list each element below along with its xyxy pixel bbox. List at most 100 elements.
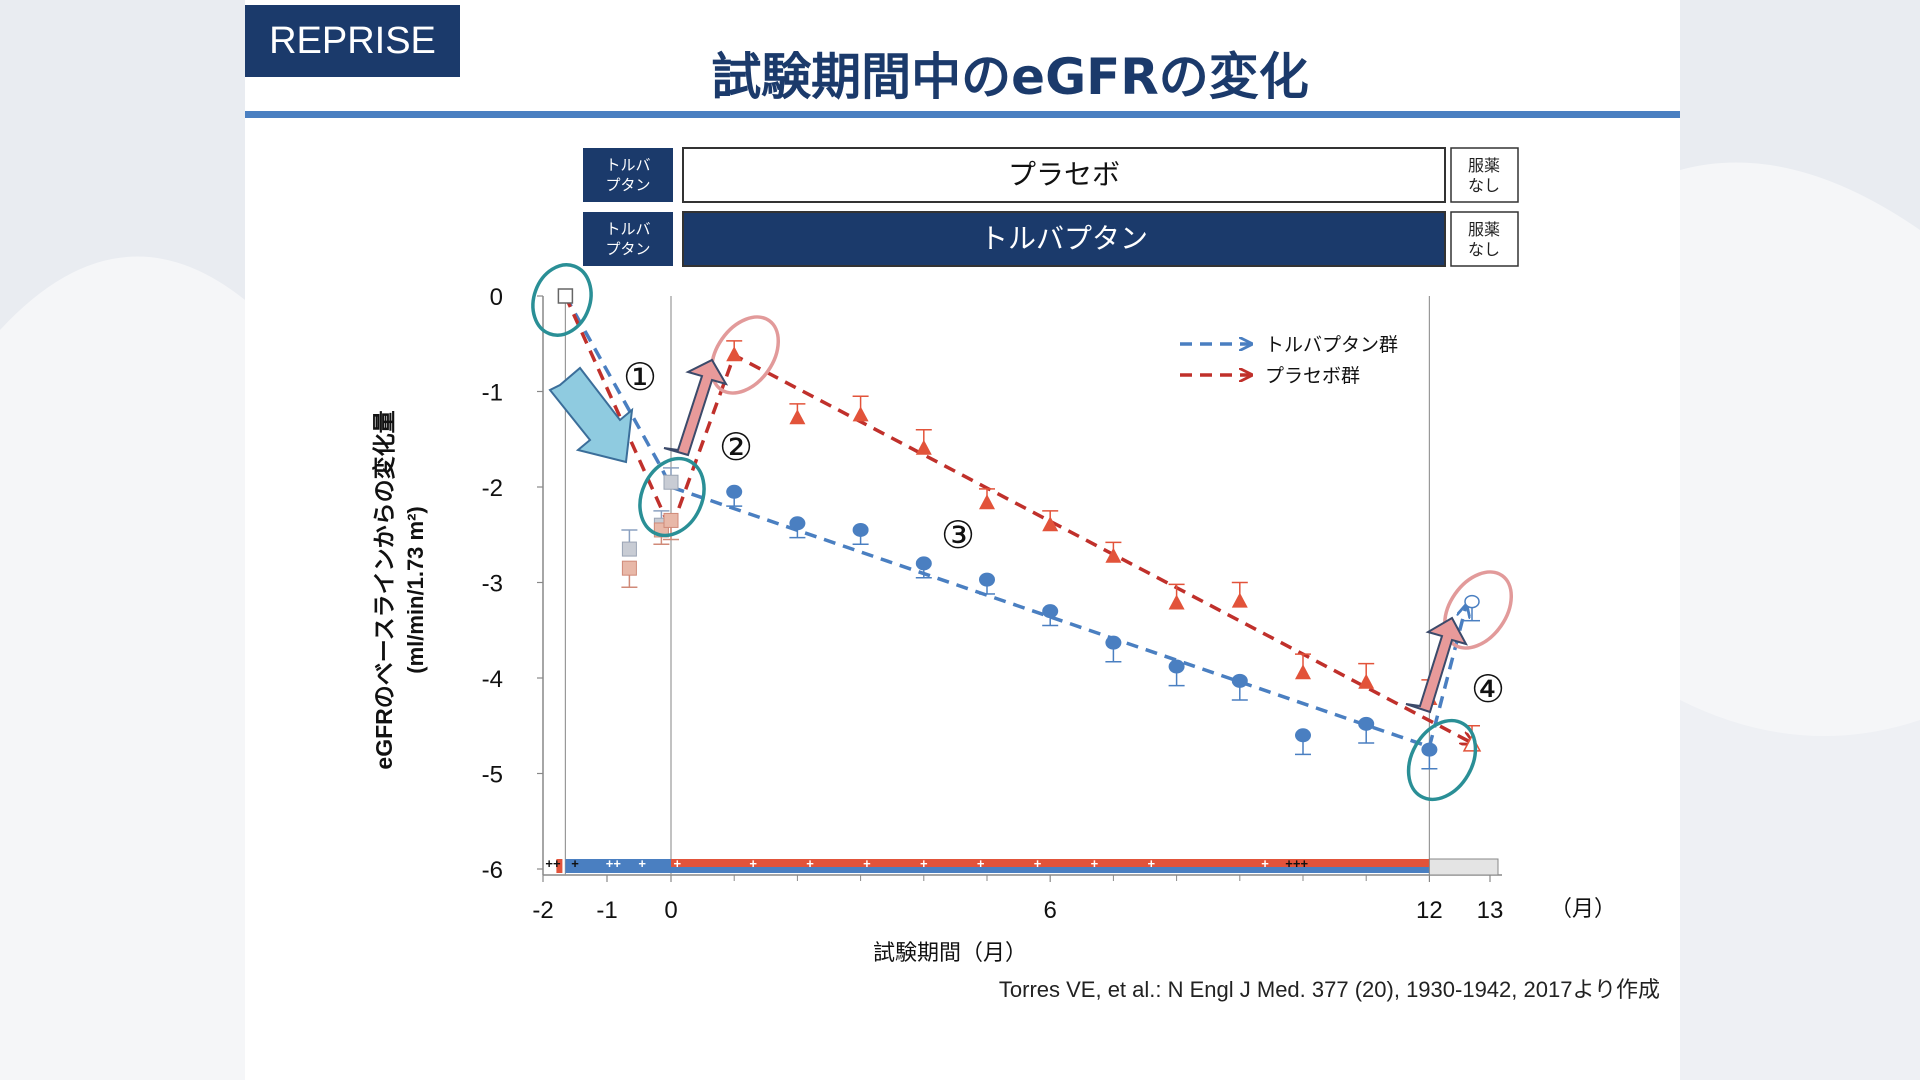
placebo-point (789, 409, 806, 425)
highlight-circle-baseline (531, 263, 593, 337)
highlight-circle-followup (1442, 570, 1514, 650)
band-mark: + (1148, 856, 1156, 871)
band-mark: + (638, 856, 646, 871)
phase-offdrug-box (1450, 147, 1519, 203)
tolvaptan-point (1464, 594, 1480, 609)
tolvaptan-point (979, 572, 995, 587)
band-mark: + (863, 856, 871, 871)
highlight-circle-month12 (1406, 718, 1478, 802)
band-mark: + (674, 856, 682, 871)
band-mark: ++ (545, 856, 561, 871)
trend-lines (563, 295, 1472, 750)
x-tick-label: 12 (1416, 897, 1443, 924)
x-unit-label: （月） (1550, 896, 1616, 921)
series-placebo (621, 340, 1482, 752)
y-tick-label: -4 (482, 666, 503, 693)
placebo-point (1042, 516, 1059, 532)
band-mark: ++ (606, 856, 622, 871)
band-mark: + (749, 856, 757, 871)
tolvaptan-point (1295, 728, 1311, 743)
tolvaptan-point (1105, 635, 1122, 650)
step-number-1: ① (623, 355, 657, 399)
tolvaptan-point (789, 516, 806, 531)
treatment-band: ++ + ++ + + + + + + + + + + ++++ (545, 856, 1499, 876)
y-tick-label: -6 (482, 857, 503, 884)
step-number-4: ④ (1471, 667, 1505, 711)
phase-offdrug-label: なし (1468, 177, 1500, 195)
x-tick-label: -2 (532, 897, 553, 924)
band-red-start (556, 859, 563, 873)
placebo-point (726, 346, 743, 362)
legend-label-placebo: プラセボ群 (1265, 365, 1360, 387)
band-mark: + (977, 856, 985, 871)
y-axis-label: eGFRのベースラインからの変化量 (371, 410, 397, 769)
arrow-recovery-block (1405, 616, 1469, 714)
phase-runin-box (583, 148, 673, 202)
placebo-point (915, 439, 932, 455)
y-axis-unit-label: (ml/min/1.73 m²) (403, 506, 428, 673)
placebo-runin-point (621, 560, 637, 576)
x-tick-label: 0 (664, 897, 677, 924)
placebo-point (1168, 594, 1185, 610)
tolvaptan-point (1358, 716, 1375, 731)
y-tick-label: 0 (490, 284, 503, 311)
arrow-decline-block (548, 366, 634, 464)
trend-line-placebo (563, 295, 1472, 743)
band-mark: + (1034, 856, 1042, 871)
y-tick-label: -3 (482, 571, 503, 598)
band-mark: +++ (1285, 856, 1308, 871)
trend-line-tolvaptan (563, 295, 1466, 750)
phase-offdrug-label: 服薬 (1468, 157, 1500, 175)
phase-runin-box (583, 212, 673, 266)
series-tolvaptan (557, 288, 1480, 770)
phase-offdrug-label: 服薬 (1468, 221, 1500, 239)
arrow-rise-block (663, 358, 729, 457)
right-lower-shape (1680, 700, 1920, 1080)
tolvaptan-point (915, 556, 932, 571)
tolvaptan-point (1231, 673, 1248, 688)
placebo-runin-point (663, 512, 679, 528)
phase-runin-label: プタン (605, 241, 650, 258)
y-tick-label: -2 (482, 475, 503, 502)
band-mark: + (920, 856, 928, 871)
badge-reprise: REPRISE (245, 5, 460, 77)
placebo-point (1105, 547, 1122, 563)
tolvaptan-point (852, 522, 869, 537)
placebo-point (852, 406, 869, 422)
phase-main-box (682, 147, 1446, 203)
page-title: 試験期間中のeGFRの変化 (711, 48, 1309, 106)
citation: Torres VE, et al.: N Engl J Med. 377 (20… (998, 977, 1660, 1002)
band-mark: + (571, 856, 579, 871)
phase-main-box (682, 211, 1446, 267)
chart-axes: 0 -1 -2 -3 -4 -5 -6 -2 -1 0 6 12 13 （月） 試験期間（月） eGFRのベー… (371, 284, 1616, 965)
tolvaptan-point (1421, 742, 1438, 757)
placebo-point (979, 494, 995, 510)
phase-runin-label: プタン (605, 177, 650, 194)
tolvaptan-point (1042, 604, 1059, 619)
phase-main-label: トルバプタン (980, 223, 1148, 254)
phase-runin-label: トルバ (605, 221, 650, 238)
step-number-2: ② (719, 425, 753, 469)
band-mark: + (1261, 856, 1269, 871)
legend-label-tolvaptan: トルバプタン群 (1265, 334, 1398, 356)
title-divider (245, 111, 1680, 118)
tolvaptan-runin-point (621, 541, 637, 557)
tolvaptan-runin-point (663, 474, 679, 490)
highlight-circle-runin (638, 456, 706, 538)
x-tick-label: 13 (1477, 897, 1504, 924)
phase-runin-label: トルバ (605, 157, 650, 174)
y-tick-label: -1 (482, 380, 503, 407)
band-mark: + (1091, 856, 1099, 871)
annotations: ① ② ③ ④ (531, 263, 1514, 802)
x-axis-label: 試験期間（月） (873, 940, 1027, 965)
band-offdrug (1428, 858, 1499, 876)
band-mark: + (806, 856, 814, 871)
left-curve-shape (0, 0, 245, 330)
tolvaptan-point (1168, 659, 1185, 674)
placebo-point (1295, 664, 1311, 680)
